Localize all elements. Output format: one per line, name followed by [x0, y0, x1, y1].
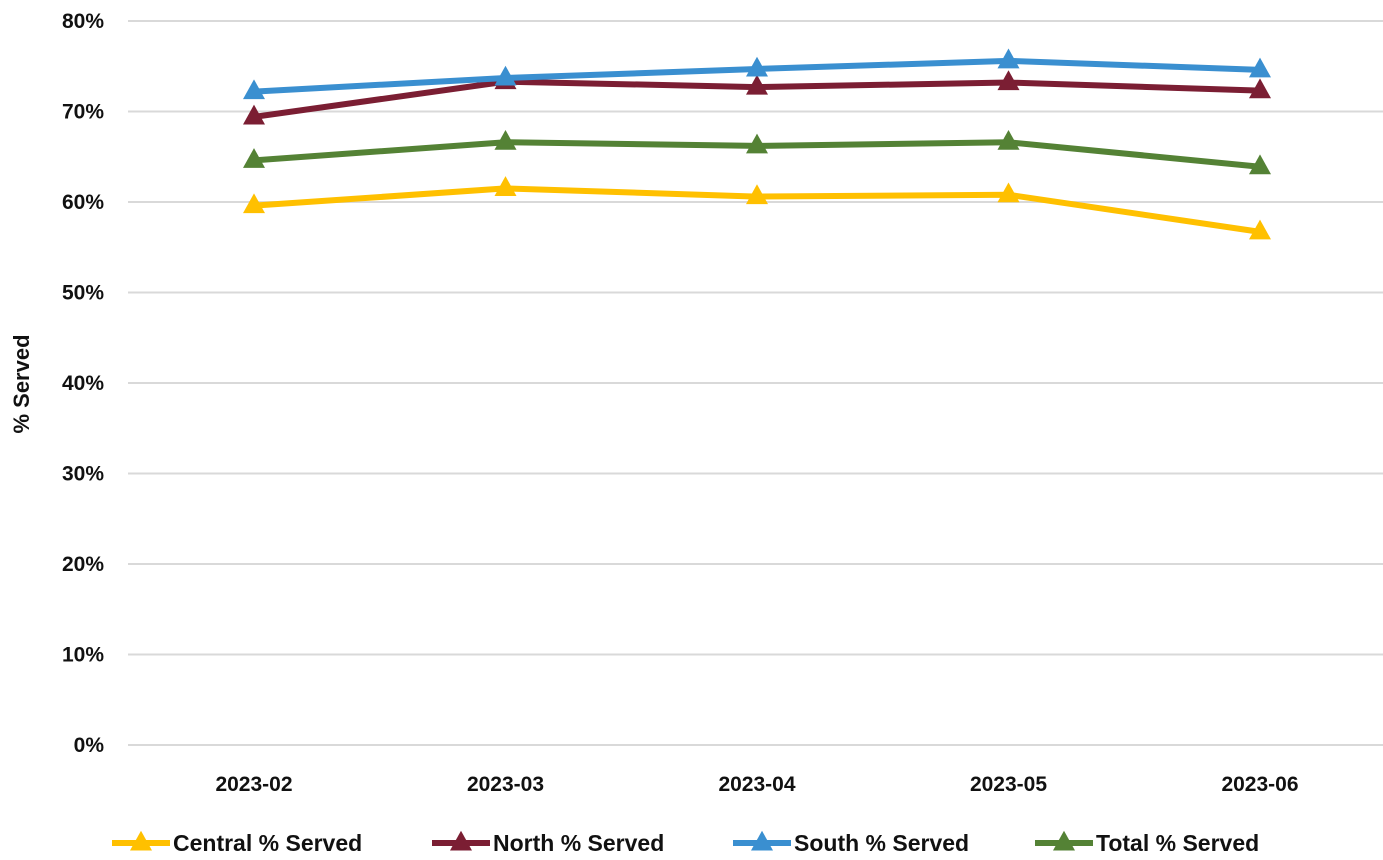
x-tick-label: 2023-03 — [467, 773, 544, 796]
y-axis-title: % Served — [9, 334, 34, 433]
legend-item: North % Served — [432, 830, 664, 856]
y-tick-label: 30% — [62, 463, 104, 486]
data-point-marker — [746, 56, 768, 77]
data-point-marker — [1249, 57, 1271, 78]
data-point-marker — [243, 193, 265, 214]
y-tick-label: 0% — [74, 734, 105, 757]
data-point-marker — [746, 184, 768, 205]
x-tick-label: 2023-02 — [215, 773, 292, 796]
gridlines — [128, 20, 1383, 746]
series-total-served — [243, 129, 1271, 175]
data-point-marker — [243, 79, 265, 100]
legend-item: Central % Served — [112, 830, 362, 856]
legend-item: South % Served — [733, 830, 969, 856]
data-point-marker — [1249, 219, 1271, 240]
legend-label: South % Served — [794, 830, 969, 856]
legend-marker — [1053, 830, 1075, 851]
data-point-marker — [997, 129, 1020, 150]
y-tick-label: 80% — [62, 10, 104, 33]
y-tick-label: 40% — [62, 372, 104, 395]
legend: Central % Served North % Served South % Se… — [112, 830, 1259, 856]
legend-label: Central % Served — [173, 830, 362, 856]
data-point-marker — [1249, 154, 1271, 175]
x-tick-label: 2023-05 — [970, 773, 1047, 796]
x-tick-label: 2023-06 — [1221, 773, 1298, 796]
legend-marker — [751, 830, 773, 851]
y-tick-label: 70% — [62, 101, 104, 124]
series-south-served — [243, 48, 1271, 100]
data-point-marker — [243, 104, 265, 125]
data-point-marker — [997, 182, 1020, 203]
y-tick-label: 20% — [62, 553, 104, 576]
x-axis-ticks: 2023-02 2023-03 2023-04 2023-05 2023-06 — [215, 773, 1298, 796]
data-point-marker — [997, 70, 1020, 91]
data-point-marker — [746, 74, 768, 95]
data-point-marker — [494, 129, 517, 150]
data-point-marker — [494, 65, 517, 86]
data-point-marker — [746, 133, 768, 154]
y-tick-label: 50% — [62, 282, 104, 305]
data-point-marker — [243, 148, 265, 168]
legend-label: North % Served — [493, 830, 664, 856]
y-axis-ticks: 0% 10% 20% 30% 40% 50% 60% 70% 80% — [62, 10, 104, 757]
legend-marker — [450, 830, 472, 851]
data-point-marker — [494, 176, 517, 196]
series-central-served — [243, 176, 1271, 240]
legend-item: Total % Served — [1035, 830, 1259, 856]
y-tick-label: 10% — [62, 644, 104, 667]
legend-marker — [130, 830, 152, 851]
series-north-served — [243, 69, 1271, 125]
y-tick-label: 60% — [62, 191, 104, 214]
data-point-marker — [1249, 78, 1271, 99]
series-lines — [243, 48, 1271, 240]
data-point-marker — [997, 48, 1020, 69]
legend-label: Total % Served — [1096, 830, 1259, 856]
x-tick-label: 2023-04 — [718, 773, 795, 796]
